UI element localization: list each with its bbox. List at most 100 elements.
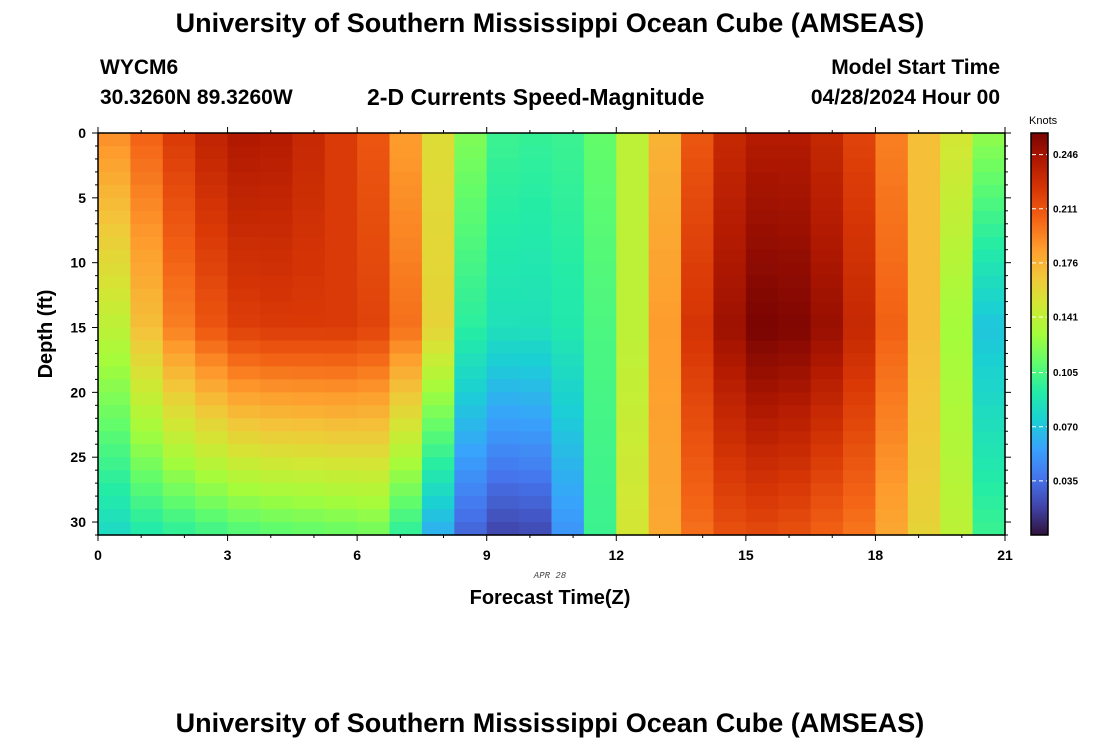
heatmap-cell: [421, 133, 455, 147]
heatmap-cell: [519, 483, 553, 497]
heatmap-cell: [486, 353, 520, 368]
heatmap-cell: [454, 457, 488, 471]
heatmap-cell: [778, 366, 812, 380]
heatmap-cell: [454, 133, 488, 147]
heatmap-cell: [745, 379, 779, 393]
heatmap-cell: [292, 301, 326, 316]
heatmap-cell: [745, 457, 779, 471]
heatmap-cell: [843, 496, 877, 510]
heatmap-cell: [681, 133, 715, 147]
heatmap-cell: [778, 379, 812, 393]
colorbar-ticks: 0.246 0.211 0.176 0.141 0.105 0.070 0.035: [1032, 150, 1078, 487]
heatmap-cell: [357, 210, 391, 225]
footer-title: University of Southern Mississippi Ocean…: [175, 708, 925, 738]
colorbar-tick-label: 0.070: [1053, 422, 1078, 433]
heatmap-cell: [195, 379, 229, 393]
x-tick-label: 3: [224, 547, 232, 563]
heatmap-cell: [972, 249, 1006, 264]
heatmap-cell: [616, 483, 650, 497]
heatmap-cell: [616, 133, 650, 147]
heatmap-cell: [875, 275, 909, 290]
heatmap-cell: [972, 353, 1006, 368]
chart-subtitle: 2-D Currents Speed-Magnitude: [367, 84, 705, 110]
heatmap-cell: [421, 353, 455, 368]
x-tick-label: 12: [608, 547, 624, 563]
heatmap-cell: [778, 262, 812, 277]
heatmap-cell: [875, 327, 909, 342]
heatmap-cell: [227, 314, 261, 329]
heatmap-cell: [713, 223, 747, 238]
heatmap-cell: [389, 327, 423, 342]
heatmap-cell: [681, 197, 715, 212]
heatmap-cell: [454, 522, 488, 536]
heatmap-cell: [195, 197, 229, 212]
heatmap-cell: [972, 418, 1006, 432]
heatmap-cell: [583, 301, 617, 316]
heatmap-cell: [259, 301, 293, 316]
heatmap-cell: [972, 340, 1006, 355]
heatmap-cell: [130, 249, 164, 264]
heatmap-cell: [130, 145, 164, 160]
heatmap-cell: [195, 444, 229, 458]
heatmap-cell: [875, 496, 909, 510]
heatmap-cell: [648, 509, 682, 523]
heatmap-cell: [454, 171, 488, 186]
heatmap-cell: [907, 314, 941, 329]
heatmap-cell: [98, 327, 131, 342]
heatmap-cell: [195, 171, 229, 186]
heatmap-cell: [713, 236, 747, 251]
heatmap-cell: [454, 340, 488, 355]
heatmap-cell: [583, 210, 617, 225]
heatmap-cell: [486, 210, 520, 225]
heatmap-cell: [98, 392, 131, 406]
heatmap-cell: [907, 470, 941, 484]
heatmap-cell: [940, 133, 974, 147]
heatmap-cell: [583, 509, 617, 523]
heatmap-cell: [778, 340, 812, 355]
heatmap-cell: [551, 275, 585, 290]
heatmap-cell: [681, 275, 715, 290]
heatmap-cell: [745, 405, 779, 419]
heatmap-cell: [98, 236, 131, 251]
heatmap-cell: [324, 392, 358, 406]
heatmap-cell: [421, 483, 455, 497]
heatmap-cell: [778, 314, 812, 329]
heatmap-cell: [324, 197, 358, 212]
heatmap-cell: [583, 496, 617, 510]
heatmap-cell: [778, 301, 812, 316]
heatmap-cell: [421, 171, 455, 186]
heatmap-cell: [940, 366, 974, 380]
heatmap-cell: [940, 509, 974, 523]
heatmap-cell: [875, 223, 909, 238]
heatmap-cell: [551, 340, 585, 355]
heatmap-cell: [259, 171, 293, 186]
heatmap-cell: [681, 158, 715, 173]
heatmap-cell: [389, 184, 423, 199]
heatmap-cell: [713, 457, 747, 471]
heatmap-cell: [551, 431, 585, 445]
heatmap-cell: [130, 236, 164, 251]
heatmap-cell: [259, 483, 293, 497]
y-tick-label: 5: [78, 190, 86, 206]
heatmap-cell: [713, 314, 747, 329]
heatmap-cell: [713, 405, 747, 419]
heatmap-cell: [519, 249, 553, 264]
heatmap-cell: [972, 133, 1006, 147]
heatmap-cell: [875, 314, 909, 329]
heatmap-cell: [713, 210, 747, 225]
heatmap-cell: [130, 158, 164, 173]
heatmap-cell: [681, 236, 715, 251]
heatmap-cell: [130, 418, 164, 432]
heatmap-cell: [648, 392, 682, 406]
heatmap-cell: [195, 249, 229, 264]
heatmap-cell: [940, 262, 974, 277]
heatmap-cell: [972, 444, 1006, 458]
heatmap-cell: [292, 496, 326, 510]
heatmap-cell: [227, 509, 261, 523]
heatmap-cell: [745, 145, 779, 160]
heatmap-cell: [551, 314, 585, 329]
heatmap-cell: [940, 301, 974, 316]
heatmap-cell: [745, 236, 779, 251]
heatmap-cell: [745, 418, 779, 432]
heatmap-cell: [389, 509, 423, 523]
